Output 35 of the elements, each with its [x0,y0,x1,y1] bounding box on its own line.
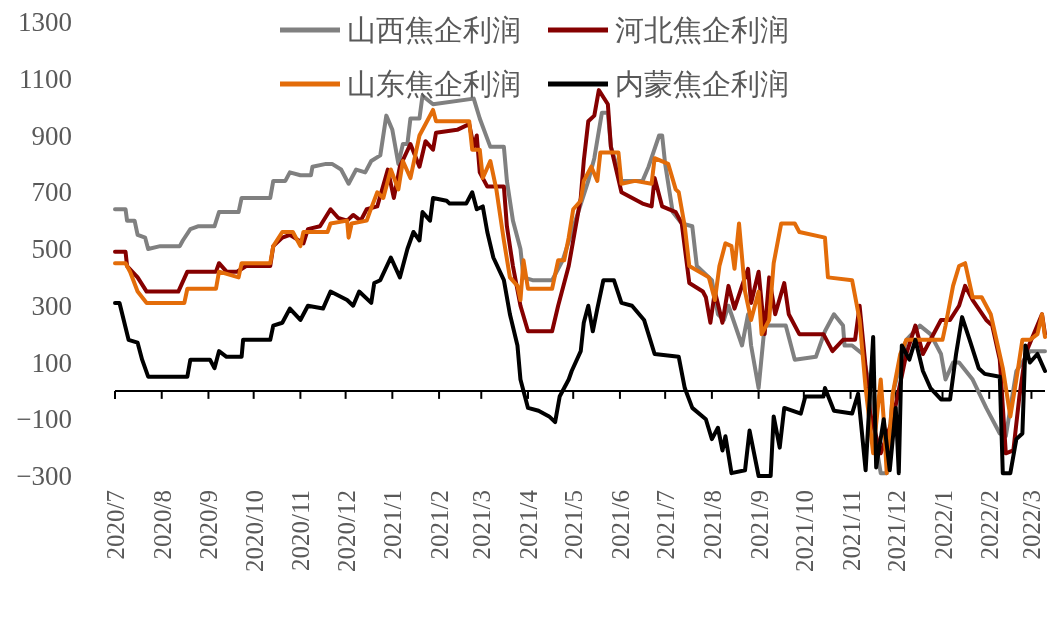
y-tick-label: 500 [31,234,72,264]
x-tick-label: 2020/7 [102,490,129,560]
x-tick-label: 2021/2 [426,490,454,560]
x-tick-label: 2022/3 [1018,490,1046,560]
x-tick-label: 2021/8 [698,490,726,560]
legend-label: 山西焦企利润 [347,14,521,46]
x-tick-label: 2021/12 [882,490,910,572]
x-tick-label: 2021/3 [468,490,496,560]
legend-label: 内蒙焦企利润 [615,68,789,100]
y-tick-label: 700 [31,177,72,208]
x-tick-label: 2021/11 [837,490,865,572]
y-tick-label: 1100 [19,63,72,94]
x-tick-label: 2021/5 [560,490,588,560]
legend-label: 河北焦企利润 [615,14,789,46]
x-tick-label: 2021/1 [379,490,407,560]
y-tick-label: −300 [16,461,72,491]
x-tick-label: 2021/7 [652,490,680,560]
x-tick-label: 2021/4 [515,489,542,560]
x-tick-label: 2021/10 [790,490,818,572]
x-tick-label: 2020/11 [287,490,315,572]
x-tick-label: 2020/10 [240,490,268,572]
legend-label: 山东焦企利润 [347,68,521,100]
x-tick-label: 2021/6 [606,490,634,560]
x-tick-label: 2022/2 [976,490,1004,560]
y-tick-label: 900 [31,120,72,151]
y-tick-label: 100 [31,347,72,378]
y-tick-label: 1300 [18,7,72,37]
x-tick-label: 2020/9 [195,490,223,560]
y-tick-label: −100 [16,404,72,435]
x-tick-label: 2022/1 [929,490,957,560]
x-tick-label: 2021/9 [745,490,773,560]
line-series [113,190,1047,478]
x-tick-label: 2020/8 [148,490,176,560]
x-tick-label: 2020/12 [332,490,360,572]
y-tick-label: 300 [31,290,72,321]
